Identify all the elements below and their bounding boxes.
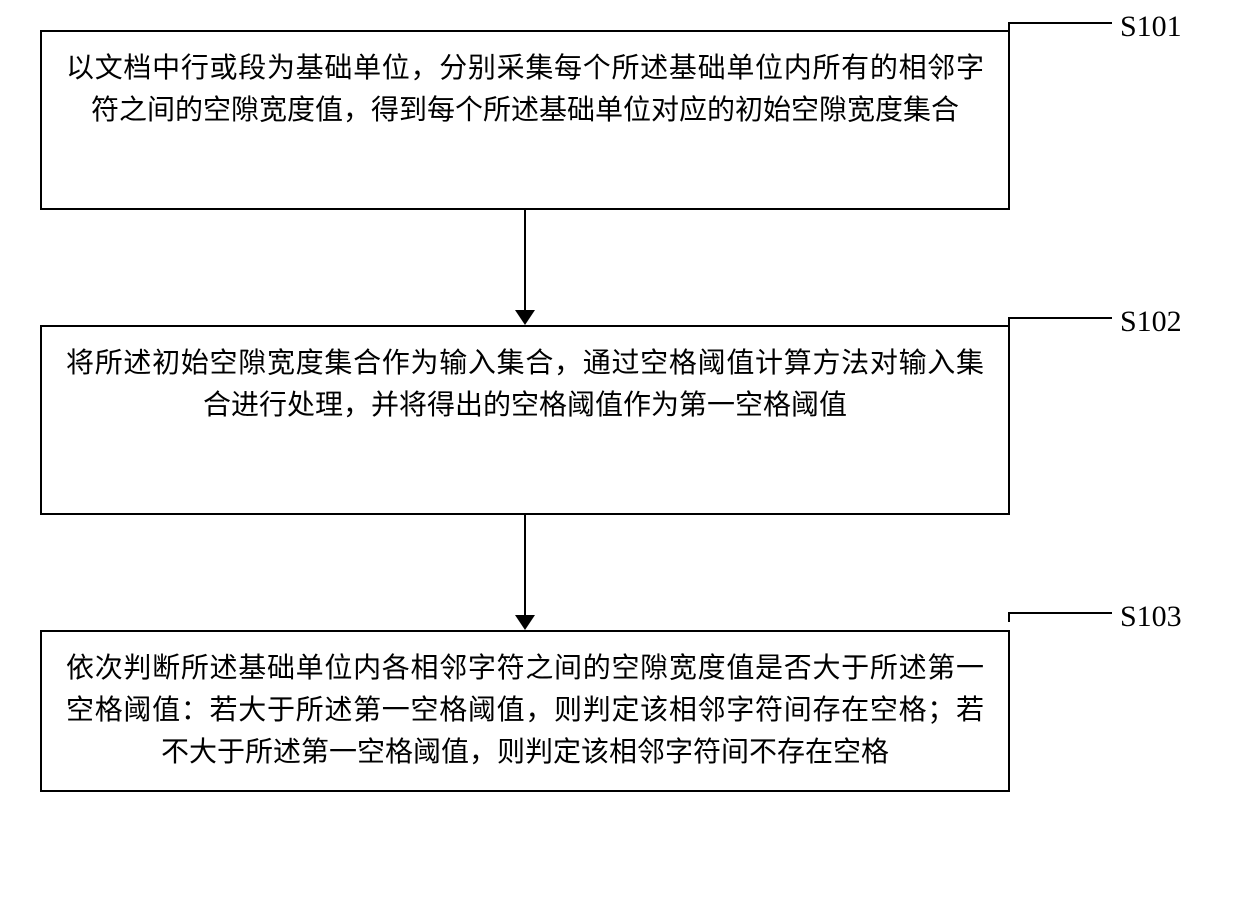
arrow-line bbox=[524, 515, 526, 615]
step-text-3: 依次判断所述基础单位内各相邻字符之间的空隙宽度值是否大于所述第一空格阈值：若大于… bbox=[66, 648, 984, 774]
arrow-1 bbox=[40, 210, 1010, 325]
step-text-2: 将所述初始空隙宽度集合作为输入集合，通过空格阈值计算方法对输入集合进行处理，并将… bbox=[66, 343, 984, 427]
arrow-head bbox=[515, 310, 535, 325]
step-text-1: 以文档中行或段为基础单位，分别采集每个所述基础单位内所有的相邻字符之间的空隙宽度… bbox=[66, 48, 984, 132]
step-box-3: 依次判断所述基础单位内各相邻字符之间的空隙宽度值是否大于所述第一空格阈值：若大于… bbox=[40, 630, 1010, 792]
step-box-2: 将所述初始空隙宽度集合作为输入集合，通过空格阈值计算方法对输入集合进行处理，并将… bbox=[40, 325, 1010, 515]
arrow-2 bbox=[40, 515, 1010, 630]
arrow-head bbox=[515, 615, 535, 630]
step-label-3: S103 bbox=[1120, 600, 1182, 634]
step-label-2: S102 bbox=[1120, 305, 1182, 339]
flowchart-container: 以文档中行或段为基础单位，分别采集每个所述基础单位内所有的相邻字符之间的空隙宽度… bbox=[40, 30, 1200, 792]
step-label-1: S101 bbox=[1120, 10, 1182, 44]
step-box-1: 以文档中行或段为基础单位，分别采集每个所述基础单位内所有的相邻字符之间的空隙宽度… bbox=[40, 30, 1010, 210]
arrow-line bbox=[524, 210, 526, 310]
